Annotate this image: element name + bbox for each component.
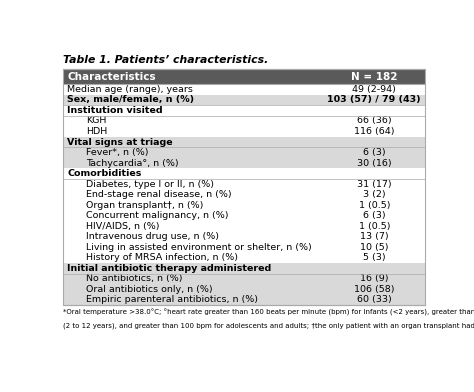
FancyBboxPatch shape: [63, 295, 425, 305]
FancyBboxPatch shape: [63, 179, 425, 189]
Text: HDH: HDH: [86, 127, 107, 136]
Text: 31 (17): 31 (17): [357, 180, 392, 189]
Text: 10 (5): 10 (5): [360, 243, 389, 252]
Text: End-stage renal disease, n (%): End-stage renal disease, n (%): [86, 190, 231, 199]
Text: Organ transplant†, n (%): Organ transplant†, n (%): [86, 201, 203, 210]
FancyBboxPatch shape: [63, 231, 425, 242]
Text: Empiric parenteral antibiotics, n (%): Empiric parenteral antibiotics, n (%): [86, 295, 258, 304]
Text: 103 (57) / 79 (43): 103 (57) / 79 (43): [328, 95, 421, 104]
Text: 6 (3): 6 (3): [363, 211, 385, 220]
FancyBboxPatch shape: [63, 200, 425, 211]
Text: Concurrent malignancy, n (%): Concurrent malignancy, n (%): [86, 211, 228, 220]
Text: 30 (16): 30 (16): [357, 159, 392, 167]
Text: 1 (0.5): 1 (0.5): [358, 201, 390, 210]
FancyBboxPatch shape: [63, 95, 425, 105]
Text: N = 182: N = 182: [351, 72, 398, 82]
FancyBboxPatch shape: [63, 221, 425, 231]
FancyBboxPatch shape: [63, 242, 425, 252]
Text: 13 (7): 13 (7): [360, 232, 389, 241]
Text: 60 (33): 60 (33): [357, 295, 392, 304]
Text: 49 (2-94): 49 (2-94): [352, 85, 396, 94]
FancyBboxPatch shape: [63, 211, 425, 221]
Text: Median age (range), years: Median age (range), years: [67, 85, 193, 94]
Text: Oral antibiotics only, n (%): Oral antibiotics only, n (%): [86, 285, 212, 294]
FancyBboxPatch shape: [63, 284, 425, 295]
Text: 16 (9): 16 (9): [360, 274, 389, 283]
FancyBboxPatch shape: [63, 274, 425, 284]
FancyBboxPatch shape: [63, 105, 425, 116]
Text: 106 (58): 106 (58): [354, 285, 394, 294]
Text: Intravenous drug use, n (%): Intravenous drug use, n (%): [86, 232, 219, 241]
Text: Vital signs at triage: Vital signs at triage: [67, 138, 173, 147]
FancyBboxPatch shape: [63, 158, 425, 168]
Text: Initial antibiotic therapy administered: Initial antibiotic therapy administered: [67, 264, 272, 273]
FancyBboxPatch shape: [63, 147, 425, 158]
FancyBboxPatch shape: [63, 116, 425, 126]
Text: 3 (2): 3 (2): [363, 190, 385, 199]
Text: History of MRSA infection, n (%): History of MRSA infection, n (%): [86, 253, 237, 262]
Text: 66 (36): 66 (36): [357, 116, 392, 125]
FancyBboxPatch shape: [63, 137, 425, 147]
Text: Table 1. Patients’ characteristics.: Table 1. Patients’ characteristics.: [63, 54, 268, 65]
Text: 116 (64): 116 (64): [354, 127, 394, 136]
Text: HIV/AIDS, n (%): HIV/AIDS, n (%): [86, 222, 159, 231]
Text: Tachycardia°, n (%): Tachycardia°, n (%): [86, 159, 178, 167]
FancyBboxPatch shape: [63, 263, 425, 274]
Text: 5 (3): 5 (3): [363, 253, 385, 262]
Text: Institution visited: Institution visited: [67, 106, 163, 115]
FancyBboxPatch shape: [63, 84, 425, 95]
FancyBboxPatch shape: [63, 168, 425, 179]
Text: Fever*, n (%): Fever*, n (%): [86, 148, 148, 157]
Text: Comorbidities: Comorbidities: [67, 169, 142, 178]
FancyBboxPatch shape: [63, 189, 425, 200]
Text: KGH: KGH: [86, 116, 106, 125]
FancyBboxPatch shape: [63, 252, 425, 263]
FancyBboxPatch shape: [63, 69, 425, 84]
Text: *Oral temperature >38.0°C; °heart rate greater than 160 beats per minute (bpm) f: *Oral temperature >38.0°C; °heart rate g…: [63, 309, 474, 316]
Text: Living in assisted environment or shelter, n (%): Living in assisted environment or shelte…: [86, 243, 311, 252]
FancyBboxPatch shape: [63, 126, 425, 137]
Text: Characteristics: Characteristics: [67, 72, 156, 82]
Text: 6 (3): 6 (3): [363, 148, 385, 157]
Text: No antibiotics, n (%): No antibiotics, n (%): [86, 274, 182, 283]
Text: (2 to 12 years), and greater than 100 bpm for adolescents and adults; †the only : (2 to 12 years), and greater than 100 bp…: [63, 322, 474, 329]
Text: Sex, male/female, n (%): Sex, male/female, n (%): [67, 95, 194, 104]
Text: Diabetes, type I or II, n (%): Diabetes, type I or II, n (%): [86, 180, 214, 189]
Text: 1 (0.5): 1 (0.5): [358, 222, 390, 231]
